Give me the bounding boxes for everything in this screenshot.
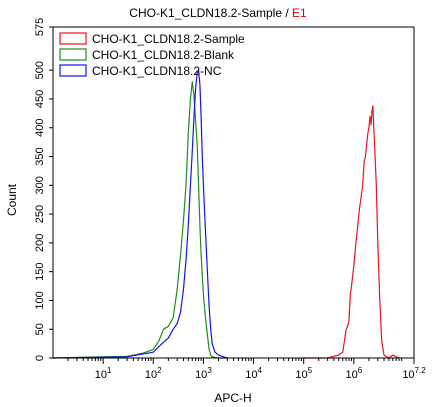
series-line-1 [303,105,400,359]
legend-swatch [59,64,87,77]
legend-swatch [59,32,87,45]
series-line-2 [52,81,228,359]
x-tick-label: 103 [195,366,212,381]
y-tick-label: 450 [34,90,46,108]
chart-title-gate: E1 [292,6,307,20]
chart-title-text: CHO-K1_CLDN18.2-Sample / [129,6,292,20]
y-tick-label: 200 [34,234,46,252]
y-tick-label: 500 [34,61,46,79]
y-tick-label: 0 [34,355,46,361]
series-line-3 [52,69,228,359]
legend-label: CHO-K1_CLDN18.2-NC [92,64,222,78]
legend-label: CHO-K1_CLDN18.2-Blank [92,48,235,62]
svg-text:CHO-K1_CLDN18.2-Sample / E1: CHO-K1_CLDN18.2-Sample / E1 [129,6,307,20]
y-tick-label: 50 [34,323,46,335]
y-tick-label: 250 [34,205,46,223]
legend: CHO-K1_CLDN18.2-Sample CHO-K1_CLDN18.2-Bl… [59,32,245,78]
y-tick-label: 100 [34,291,46,309]
x-tick-label: 104 [245,366,262,381]
y-axis-title: Count [5,183,19,216]
legend-swatch [59,48,87,61]
x-axis: 101 102 103 104 105 106 107.2 [67,358,426,381]
y-tick-label: 400 [34,119,46,137]
x-tick-label: 105 [295,366,312,381]
x-axis-title: APC-H [214,391,251,405]
y-tick-label: 575 [34,18,46,36]
chart-title: CHO-K1_CLDN18.2-Sample / E1 [129,6,307,20]
legend-label: CHO-K1_CLDN18.2-Sample [92,32,245,46]
x-tick-label: 102 [145,366,162,381]
y-tick-label: 350 [34,147,46,165]
x-tick-label: 101 [95,366,112,381]
y-tick-label: 150 [34,262,46,280]
series-layer [52,69,400,359]
y-tick-label: 300 [34,176,46,194]
x-tick-label: 106 [345,366,362,381]
x-tick-label: 107.2 [402,366,426,381]
y-axis: 0 50 100 150 200 250 300 350 400 450 500 575 [34,18,53,361]
